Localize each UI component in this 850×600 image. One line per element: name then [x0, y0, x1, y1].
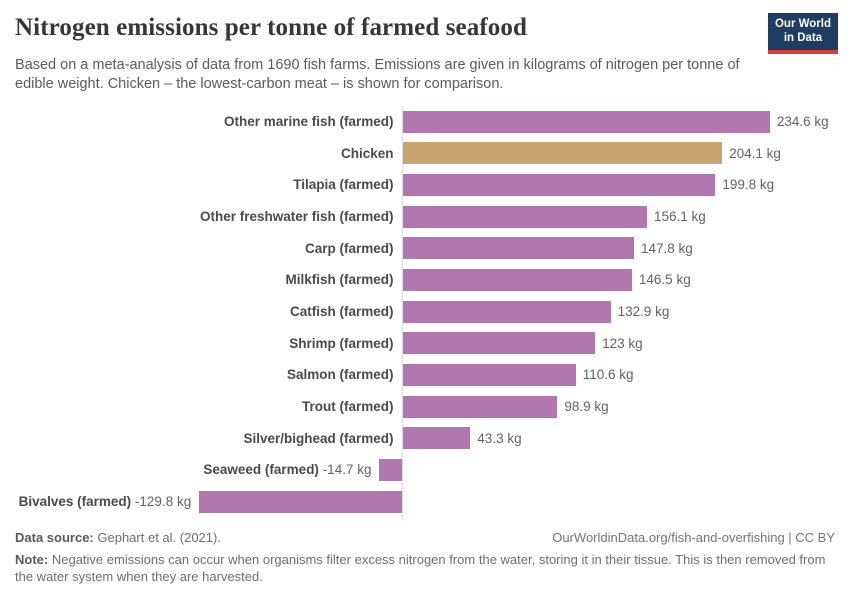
value-label: -129.8 kg: [131, 493, 192, 509]
category-label: Silver/bighead (farmed): [243, 430, 394, 446]
note-label: Note:: [15, 552, 49, 567]
chart-row: Other freshwater fish (farmed) 156.1 kg: [0, 201, 850, 233]
chart-row: Milkfish (farmed) 146.5 kg: [0, 264, 850, 296]
category-label: Tilapia (farmed): [293, 177, 394, 193]
datasource-line: Data source: Gephart et al. (2021).: [15, 530, 221, 545]
value-label: 123 kg: [602, 335, 643, 351]
value-label: 234.6 kg: [776, 114, 829, 129]
owid-logo[interactable]: Our World in Data: [767, 13, 838, 54]
value-label: 204.1 kg: [729, 145, 781, 161]
bar-catfish-farmed-[interactable]: [402, 300, 611, 323]
category-label: Chicken: [340, 145, 394, 161]
category-label: Carp (farmed): [304, 240, 394, 256]
category-label: Catfish (farmed): [289, 303, 394, 319]
note-text: Negative emissions can occur when organi…: [15, 552, 826, 584]
bar-other-marine-fish-farmed-[interactable]: [402, 110, 770, 133]
value-label: 199.8 kg: [722, 177, 775, 193]
bar-chart: Other marine fish (farmed) 234.6 kg Chicke…: [0, 106, 850, 520]
chart-row: Tilapia (farmed) 199.8 kg: [0, 169, 850, 201]
bar-bivalves-farmed-[interactable]: [199, 490, 403, 513]
category-label: Seaweed (farmed) -14.7 kg: [0, 454, 371, 486]
chart-note: Note: Negative emissions can occur when …: [15, 552, 833, 585]
bar-milkfish-farmed-[interactable]: [402, 269, 632, 292]
value-label: -14.7 kg: [318, 462, 372, 478]
value-label: 110.6 kg: [582, 367, 634, 383]
value-label: 43.3 kg: [477, 430, 522, 446]
bar-seaweed-farmed-[interactable]: [379, 458, 403, 481]
datasource-value: Gephart et al. (2021).: [97, 530, 221, 545]
chart-row: Shrimp (farmed) 123 kg: [0, 328, 850, 360]
category-label: Shrimp (farmed): [289, 335, 394, 351]
value-label: 147.8 kg: [640, 240, 693, 256]
bar-tilapia-farmed-[interactable]: [402, 174, 716, 197]
category-label-text: Seaweed (farmed): [203, 462, 319, 478]
chart-row: Seaweed (farmed) -14.7 kg: [0, 454, 850, 486]
category-label: Other marine fish (farmed): [223, 114, 394, 129]
bar-silver-bighead-farmed-[interactable]: [402, 427, 471, 450]
chart-row: Carp (farmed) 147.8 kg: [0, 233, 850, 265]
category-label: Milkfish (farmed): [285, 272, 394, 288]
bar-salmon-farmed-[interactable]: [402, 363, 576, 386]
chart-row: Silver/bighead (farmed) 43.3 kg: [0, 423, 850, 455]
category-label: Other freshwater fish (farmed): [199, 208, 394, 224]
chart-subtitle: Based on a meta-analysis of data from 16…: [15, 57, 740, 92]
bar-trout-farmed-[interactable]: [402, 395, 558, 418]
chart-row: Chicken 204.1 kg: [0, 138, 850, 170]
chart-row: Bivalves (farmed) -129.8 kg: [0, 486, 850, 518]
page-title: Nitrogen emissions per tonne of farmed s…: [15, 14, 527, 41]
chart-row: Trout (farmed) 98.9 kg: [0, 391, 850, 423]
value-label: 146.5 kg: [638, 272, 691, 288]
category-label-text: Bivalves (farmed): [18, 493, 132, 509]
value-label: 132.9 kg: [617, 303, 670, 319]
chart-row: Other marine fish (farmed) 234.6 kg: [0, 106, 850, 138]
bar-other-freshwater-fish-farmed-[interactable]: [402, 205, 647, 228]
value-label: 98.9 kg: [564, 398, 609, 414]
owid-logo-line1: Our World: [774, 18, 831, 30]
value-label: 156.1 kg: [653, 208, 706, 224]
category-label: Trout (farmed): [301, 398, 394, 414]
category-label: Bivalves (farmed) -129.8 kg: [0, 486, 192, 518]
license-link[interactable]: OurWorldinData.org/fish-and-overfishing …: [552, 530, 835, 545]
bar-shrimp-farmed-[interactable]: [402, 332, 596, 355]
chart-row: Catfish (farmed) 132.9 kg: [0, 296, 850, 328]
category-label: Salmon (farmed): [286, 367, 394, 383]
bar-carp-farmed-[interactable]: [402, 237, 634, 260]
owid-logo-line2: in Data: [783, 32, 823, 45]
chart-row: Salmon (farmed) 110.6 kg: [0, 359, 850, 391]
datasource-label: Data source:: [15, 530, 94, 545]
bar-chicken[interactable]: [402, 142, 723, 165]
